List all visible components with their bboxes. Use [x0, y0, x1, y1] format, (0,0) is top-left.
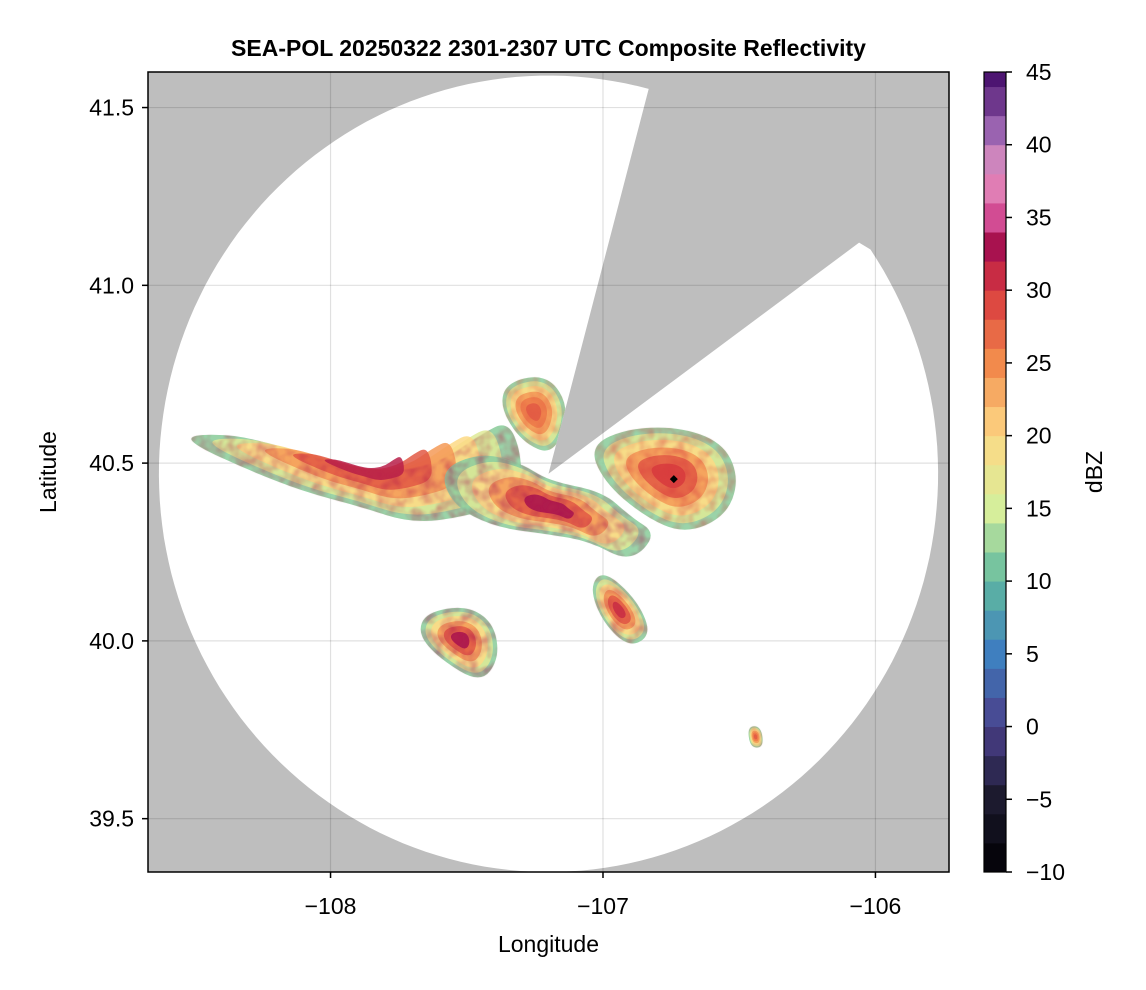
- echo-texture: [594, 427, 736, 530]
- echo-layer: [191, 377, 763, 748]
- colorbar-swatch: [984, 552, 1006, 582]
- axes-frame: [147, 71, 950, 873]
- echo-region: [420, 607, 498, 678]
- colorbar-swatch: [984, 348, 1006, 378]
- colorbar-swatch: [984, 115, 1006, 146]
- echo-texture: [592, 575, 648, 644]
- colorbar-swatch: [984, 261, 1006, 291]
- colorbar-label: dBZ: [1081, 451, 1107, 493]
- colorbar-tick-label: 0: [1026, 714, 1039, 740]
- site-marker: [669, 475, 678, 484]
- plot-area: [148, 72, 949, 872]
- colorbar-swatch: [984, 581, 1006, 611]
- echo-region: [592, 575, 648, 644]
- colorbar-swatch: [984, 668, 1006, 698]
- x-axis-label: Longitude: [498, 931, 599, 957]
- colorbar-swatch: [984, 435, 1006, 466]
- colorbar-tick-label: 15: [1026, 495, 1052, 521]
- colorbar: −10 −5 0 5 10 15 20 25 30 35 40 45: [983, 59, 1065, 885]
- colorbar-swatch: [984, 493, 1006, 524]
- echo-region: [594, 427, 736, 530]
- colorbar-tick-label: 10: [1026, 568, 1052, 594]
- colorbar-tick-label: 20: [1026, 423, 1052, 449]
- colorbar-swatch: [984, 202, 1006, 233]
- colorbar-swatch: [984, 813, 1006, 844]
- colorbar-swatch: [984, 290, 1006, 320]
- colorbar-tick-label: 45: [1026, 59, 1052, 85]
- colorbar-swatch: [984, 173, 1006, 204]
- colorbar-tick-label: 30: [1026, 277, 1052, 303]
- y-tick-label: 39.5: [89, 806, 134, 832]
- y-axis-label: Latitude: [35, 431, 61, 513]
- colorbar-swatch: [984, 610, 1006, 640]
- x-tick-label: −108: [305, 893, 357, 919]
- y-tick-label: 41.0: [89, 272, 134, 298]
- axes: −108 −107 −106 39.5 40.0 40.5 41.0 41.5: [89, 71, 950, 919]
- colorbar-swatch: [984, 842, 1006, 873]
- colorbar-tick-label: 5: [1026, 641, 1039, 667]
- colorbar-tick-label: 40: [1026, 132, 1052, 158]
- colorbar-swatch: [984, 144, 1006, 175]
- colorbar-swatch: [984, 522, 1006, 553]
- echo-texture: [502, 377, 566, 451]
- colorbar-tick-label: −5: [1026, 786, 1052, 812]
- echo-texture: [191, 425, 522, 522]
- y-tick-label: 40.0: [89, 628, 134, 654]
- colorbar-swatch: [984, 86, 1006, 117]
- colorbar-swatch: [984, 464, 1006, 495]
- grid: [148, 72, 949, 872]
- colorbar-swatch: [984, 232, 1006, 262]
- y-tick-label: 41.5: [89, 95, 134, 121]
- radar-coverage-area: [158, 75, 939, 872]
- colorbar-tick-label: −10: [1026, 859, 1065, 885]
- colorbar-swatch: [984, 639, 1006, 669]
- colorbar-tick-label: 25: [1026, 350, 1052, 376]
- colorbar-swatch: [984, 726, 1006, 757]
- colorbar-swatch: [984, 784, 1006, 815]
- echo-region: [191, 425, 522, 522]
- echo-region: [444, 455, 651, 557]
- y-tick-label: 40.5: [89, 450, 134, 476]
- echo-texture: [444, 455, 651, 557]
- x-tick-label: −107: [577, 893, 629, 919]
- colorbar-swatch: [984, 319, 1006, 349]
- chart-title: SEA-POL 20250322 2301-2307 UTC Composite…: [231, 35, 866, 61]
- echo-texture: [420, 607, 498, 678]
- colorbar-swatch: [984, 697, 1006, 728]
- x-tick-label: −106: [850, 893, 902, 919]
- echo-region: [502, 377, 566, 451]
- echo-texture: [748, 726, 763, 748]
- colorbar-swatch: [984, 755, 1006, 786]
- colorbar-swatch: [984, 406, 1006, 437]
- colorbar-swatch: [984, 377, 1006, 408]
- colorbar-swatch: [984, 72, 1006, 88]
- echo-region: [748, 726, 763, 748]
- colorbar-frame: [983, 71, 1007, 873]
- colorbar-tick-label: 35: [1026, 204, 1052, 230]
